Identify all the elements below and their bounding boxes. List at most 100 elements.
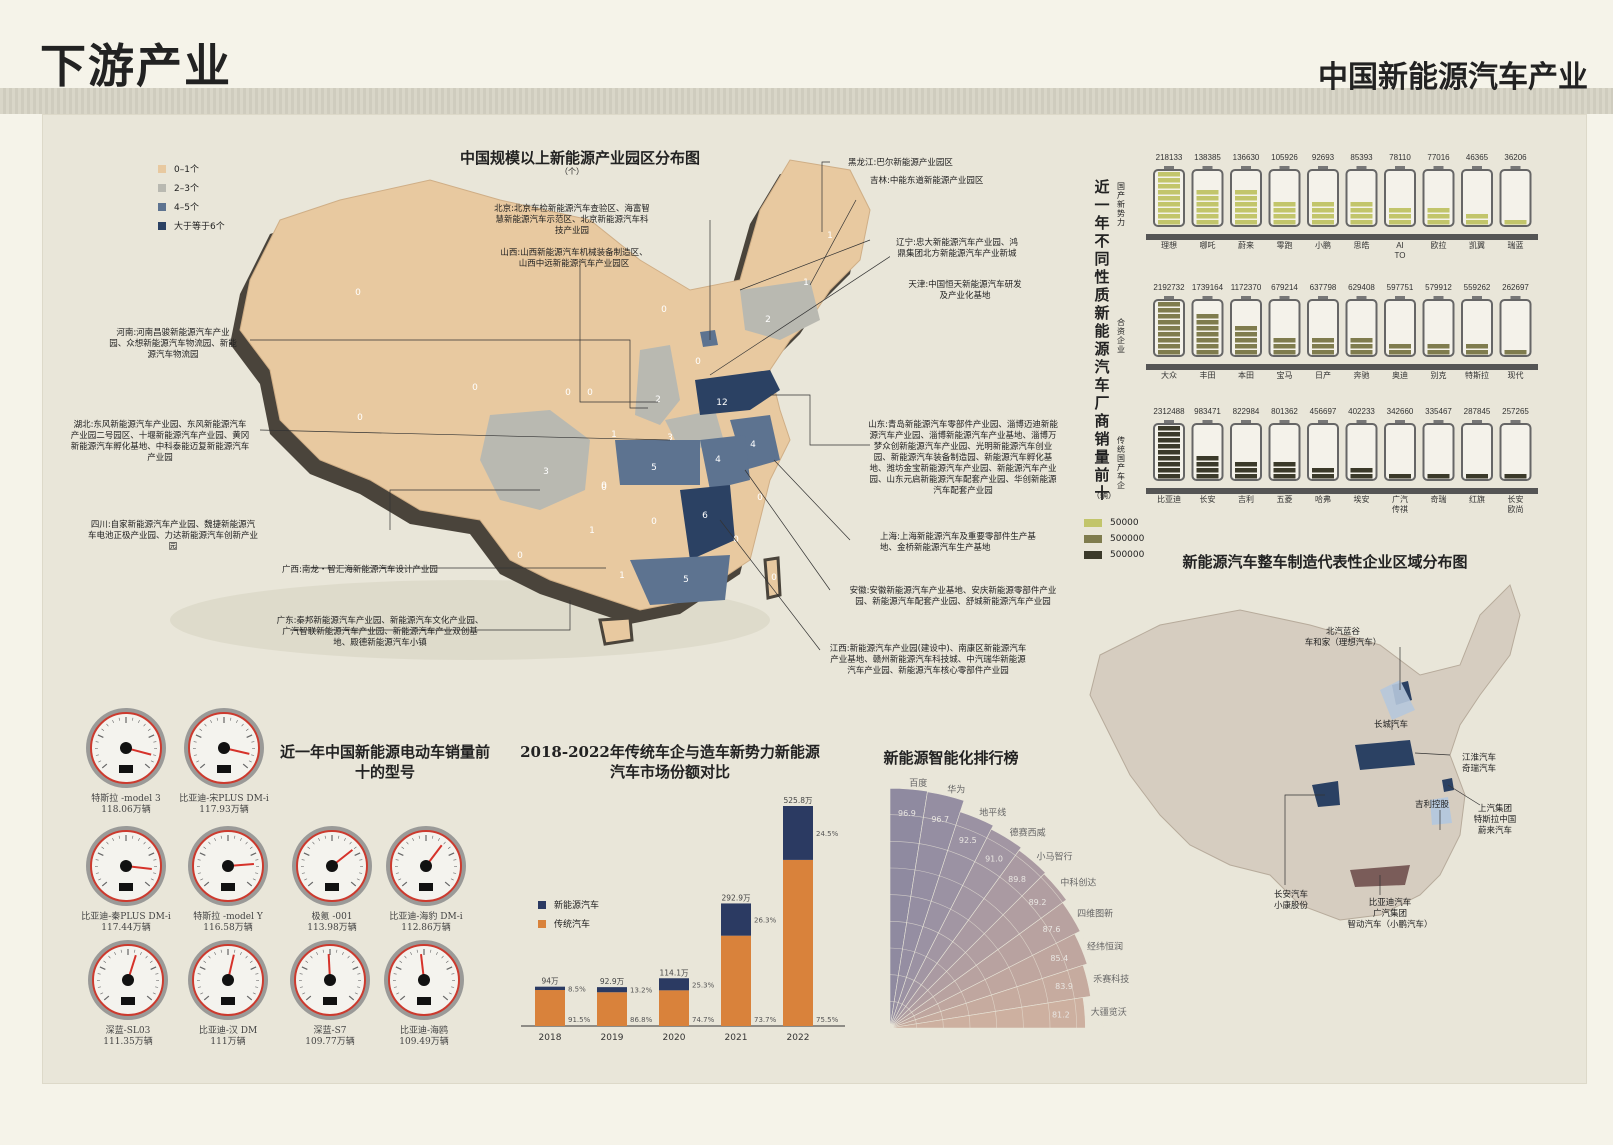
gauge-tick (252, 992, 256, 995)
battery-segment (1235, 326, 1257, 331)
battery-segment (1196, 474, 1219, 479)
gauge-tick (146, 995, 153, 1001)
battery-value: 983471 (1194, 407, 1221, 416)
battery-cap (1356, 166, 1367, 170)
annotation-liaoning: 辽宁:忠大新能源汽车产业园、鸿鼎集团北方新能源汽车产业新城 (896, 238, 1018, 259)
gauge-tick (199, 763, 206, 769)
battery-value: 77016 (1427, 153, 1450, 162)
region-number: 0 (733, 535, 739, 545)
gauge-tick (220, 835, 222, 839)
region-number: 0 (472, 383, 478, 393)
gauge-value: 113.98万辆 (307, 923, 357, 933)
fan-value: 89.2 (1029, 898, 1047, 907)
legend-item: 新能源汽车 (538, 898, 599, 911)
gauge-tick (112, 720, 114, 723)
battery-value: 218133 (1156, 153, 1183, 162)
gauge-tick (106, 841, 109, 845)
gauge-tick (404, 955, 407, 959)
gauge-tick (304, 878, 308, 881)
gauge-tick (312, 841, 315, 845)
bar-pct-label: 91.5% (568, 1016, 591, 1024)
annotation-beijing: 北京:北京车检新能源汽车查验区、海富智慧新能源汽车示范区、北京新能源汽车科技产业… (494, 204, 650, 236)
battery-segment (1273, 220, 1296, 225)
park-map-title: 中国规模以上新能源产业园区分布图 (459, 149, 700, 167)
battery-value: 105926 (1271, 153, 1298, 162)
annotation-jiangxi: 江西:新能源汽车产业园(建设中)、南康区新能源汽车产业基地、赣州新能源汽车科技城… (829, 644, 1027, 676)
fan-sector (889, 849, 1046, 1029)
gauge-tick (236, 720, 238, 723)
battery-cap (1356, 420, 1367, 424)
battery-cap (1241, 420, 1251, 424)
battery-name: 长安 (1508, 494, 1524, 504)
annotation-heilongjiang: 黑龙江:巴尔新能源产业园区 (848, 158, 953, 168)
gauge-tick (148, 852, 155, 856)
bar-total-label: 94万 (541, 977, 559, 986)
battery-segment (1350, 474, 1373, 479)
region-liaoning (740, 280, 820, 340)
region-guangdong (630, 555, 730, 605)
battery-segment (1350, 350, 1373, 355)
battery-value: 136630 (1233, 153, 1260, 162)
gauge-tick (303, 852, 310, 856)
china-outline (1089, 584, 1521, 921)
battery-body (1499, 423, 1532, 481)
gauge-tick (147, 846, 151, 849)
x-tick-label: 2021 (725, 1033, 748, 1043)
region-number: 1 (611, 430, 617, 440)
region-number: 4 (750, 440, 756, 450)
battery-name: 传祺 (1392, 504, 1408, 514)
gauge-tick (197, 986, 201, 988)
battery-segment (1235, 344, 1257, 349)
region-number: 12 (716, 398, 727, 408)
battery-value: 78110 (1389, 153, 1411, 162)
battery-cap (1241, 296, 1251, 300)
bar-nev (783, 806, 813, 860)
gauge-tick (153, 754, 157, 756)
gauge-model: 比亚迪-海鸥 (399, 1026, 449, 1036)
battery-name: 比亚迪 (1157, 494, 1181, 504)
x-tick-label: 2018 (539, 1033, 562, 1043)
region-shanxi (635, 345, 680, 425)
battery-cap (1241, 166, 1251, 170)
gauge-model: 比亚迪-宋PLUS DM-i (179, 794, 269, 804)
battery-value: 456697 (1310, 407, 1337, 416)
battery-cap (1395, 420, 1405, 424)
battery-value: 822984 (1233, 407, 1260, 416)
battery-segment (1427, 350, 1450, 355)
gauge-tick (203, 846, 207, 849)
battery-name: 理想 (1161, 240, 1177, 250)
speedometer-gauge (188, 940, 268, 1020)
battery-segment (1235, 462, 1257, 467)
gauge-display (217, 765, 231, 773)
gauge-tick (214, 952, 216, 955)
battery-value: 138385 (1194, 153, 1221, 162)
gauge-tick (357, 986, 361, 988)
fan-value: 96.9 (898, 809, 916, 818)
battery-segment (1158, 196, 1180, 201)
gauge-tick (97, 986, 101, 988)
battery-segment (1312, 468, 1334, 473)
battery-segment (1158, 474, 1180, 479)
fan-ring (889, 921, 997, 1029)
gauge-tick (395, 872, 399, 874)
gauge-tick (97, 852, 104, 856)
battery-segment (1389, 474, 1411, 479)
battery-cap (1510, 420, 1521, 424)
gauge-tick (430, 949, 432, 953)
battery-segment (1273, 344, 1296, 349)
gauge-tick (416, 949, 418, 953)
gauge-value: 109.77万辆 (305, 1037, 355, 1047)
battery-name: 别克 (1431, 371, 1447, 380)
market-share-legend: 新能源汽车 传统汽车 (538, 898, 599, 936)
gauge-tick (336, 949, 338, 953)
battery-name: 小鹏 (1315, 240, 1331, 250)
gauge-value: 112.86万辆 (401, 923, 451, 933)
gauges-title: 近一年中国新能源电动车销量前十的型号 (280, 743, 491, 781)
region-number: 2 (655, 395, 661, 405)
gauge-tick (316, 952, 318, 955)
battery-segment (1235, 196, 1257, 201)
battery-body (1461, 423, 1493, 481)
battery-segment (1196, 214, 1219, 219)
bar-nev (721, 903, 751, 936)
battery-value: 85393 (1350, 153, 1373, 162)
